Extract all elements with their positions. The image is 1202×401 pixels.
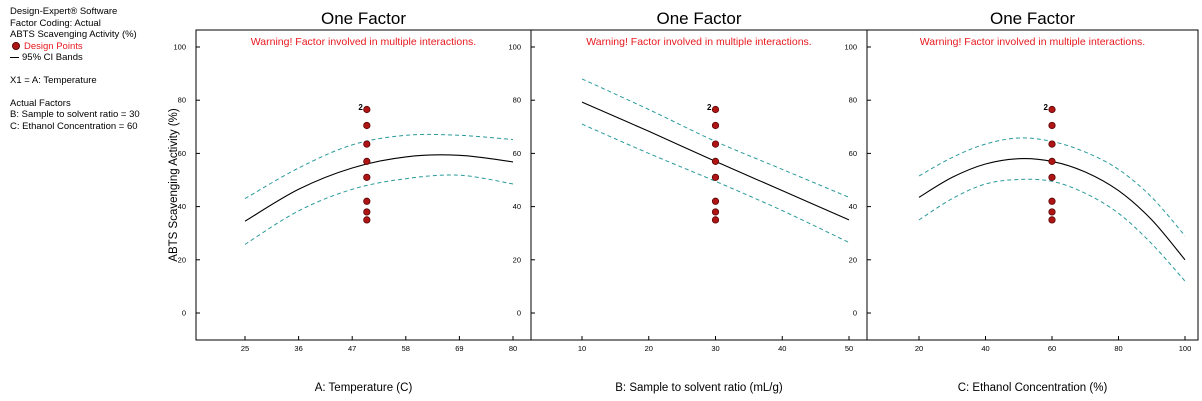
x-axis-label: C: Ethanol Concentration (%) [958, 382, 1108, 394]
legend-panel: Design-Expert® Software Factor Coding: A… [10, 6, 140, 132]
response-label: ABTS Scavenging Activity (%) [10, 29, 137, 41]
x-tick-label: 60 [1048, 344, 1056, 353]
x-tick-label: 40 [981, 344, 989, 353]
design-point [711, 121, 720, 130]
x-tick-label: 30 [711, 344, 719, 353]
y-tick-label: 0 [853, 309, 857, 318]
design-point [1048, 216, 1056, 224]
factor-b-setting: B: Sample to solvent ratio = 30 [10, 109, 140, 121]
y-tick-label: 100 [508, 43, 521, 52]
chart-title: One Factor [321, 9, 406, 28]
x-tick-label: 47 [348, 344, 356, 353]
chart-title: One Factor [656, 9, 741, 28]
plot-frame [530, 29, 868, 341]
x-tick-label: 40 [778, 344, 786, 353]
design-point-marker-icon [12, 42, 20, 51]
point-count-label: 2 [1044, 103, 1049, 112]
ci-bands-label: 95% CI Bands [22, 52, 83, 64]
y-tick-label: 0 [517, 309, 521, 318]
software-label: Design-Expert® Software [10, 6, 118, 17]
design-point [711, 157, 720, 165]
design-point [1048, 208, 1056, 216]
design-points-label: Design Points [24, 40, 83, 52]
design-point [1048, 173, 1056, 181]
design-point [711, 216, 720, 224]
chart-title: One Factor [990, 9, 1075, 28]
x-tick-label: 20 [645, 344, 653, 353]
x1-factor-label: X1 = A: Temperature [10, 74, 97, 86]
point-count-label: 2 [358, 103, 363, 112]
design-points-legend: Design Points [10, 41, 140, 53]
design-point [363, 157, 371, 165]
y-tick-label: 100 [844, 43, 857, 52]
design-point [363, 208, 371, 216]
y-tick-label: 100 [173, 43, 186, 52]
ci-bands-legend: 95% CI Bands [10, 52, 140, 64]
x-axis-label: A: Temperature (C) [315, 382, 413, 394]
y-tick-label: 80 [849, 96, 857, 105]
chart-panel-1: One Factor Warning! Factor involved in mu… [168, 9, 532, 394]
design-point [363, 173, 371, 181]
warning-text: Warning! Factor involved in multiple int… [586, 36, 811, 48]
y-tick-label: 40 [849, 202, 857, 211]
x-tick-label: 25 [241, 344, 249, 353]
x-tick-label: 80 [1114, 344, 1122, 353]
x-tick-label: 69 [455, 344, 463, 353]
design-point [363, 105, 371, 114]
design-point [363, 197, 371, 205]
x-tick-label: 50 [845, 344, 853, 353]
design-point [711, 197, 720, 205]
y-tick-label: 80 [178, 96, 186, 105]
design-point [1048, 105, 1056, 114]
x-tick-label: 10 [578, 344, 586, 353]
design-point [363, 140, 371, 148]
design-point [711, 140, 720, 148]
y-tick-label: 20 [178, 255, 186, 264]
chart-panel-3: One Factor Warning! Factor involved in mu… [844, 9, 1199, 394]
design-point [711, 105, 720, 114]
y-tick-label: 20 [513, 255, 521, 264]
design-point [1048, 197, 1056, 205]
x-tick-label: 58 [402, 344, 410, 353]
ci-lower-band [244, 174, 514, 245]
design-point [1048, 140, 1056, 148]
x-tick-label: 20 [915, 344, 923, 353]
factor-c-setting: C: Ethanol Concentration = 60 [10, 120, 138, 132]
x-tick-label: 80 [509, 344, 517, 353]
plot-frame [866, 29, 1199, 341]
fit-line [244, 154, 514, 222]
x-axis-label: B: Sample to solvent ratio (mL/g) [615, 382, 783, 394]
design-point [711, 173, 720, 181]
factor-coding-label: Factor Coding: Actual [10, 17, 101, 29]
y-tick-label: 60 [849, 149, 857, 158]
ci-upper-band [244, 133, 514, 200]
ci-lower-band [918, 178, 1186, 282]
x-tick-label: 100 [1179, 344, 1192, 353]
y-tick-label: 0 [182, 309, 186, 318]
warning-text: Warning! Factor involved in multiple int… [920, 36, 1145, 48]
design-point [711, 208, 720, 216]
y-tick-label: 80 [513, 96, 521, 105]
warning-text: Warning! Factor involved in multiple int… [251, 36, 476, 48]
design-point [1048, 157, 1056, 165]
y-tick-label: 60 [178, 149, 186, 158]
ci-lower-band [581, 123, 850, 243]
y-tick-label: 40 [178, 202, 186, 211]
design-point [363, 216, 371, 224]
plot-frame [195, 29, 532, 341]
line-sample-icon [10, 57, 19, 59]
y-axis-label: ABTS Scavenging Activity (%) [168, 108, 180, 262]
actual-factors-heading: Actual Factors [10, 97, 71, 109]
x-tick-label: 36 [294, 344, 302, 353]
design-point [1048, 121, 1056, 130]
y-tick-label: 20 [849, 255, 857, 264]
y-tick-label: 40 [513, 202, 521, 211]
chart-panel-2: One Factor Warning! Factor involved in mu… [508, 9, 868, 394]
point-count-label: 2 [707, 103, 712, 112]
design-point [363, 121, 371, 130]
y-tick-label: 60 [513, 149, 521, 158]
